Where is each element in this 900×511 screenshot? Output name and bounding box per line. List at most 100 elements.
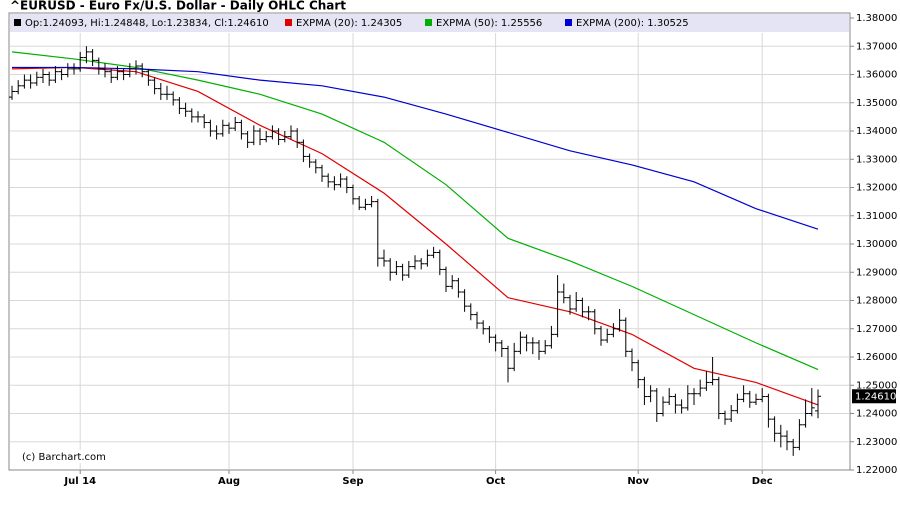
y-tick-label: 1.28000 [856,296,897,307]
ohlc-bar [684,385,691,411]
ohlc-bar [703,371,710,391]
x-tick-label: Oct [486,476,505,487]
ohlc-bar [312,159,319,174]
ohlc-bar [777,424,784,448]
y-tick-label: 1.23000 [856,437,897,448]
y-tick-label: 1.33000 [856,154,897,165]
y-tick-label: 1.38000 [856,13,897,24]
ohlc-bar [548,325,555,349]
ohlc-bar [145,68,152,86]
ohlc-bar [120,68,127,81]
ohlc-bar [176,97,183,115]
ohlc-bar [771,416,778,442]
ohlc-bar [275,128,282,146]
ohlc-bar [790,438,797,456]
ema-line [11,66,819,406]
ohlc-bar [629,348,635,372]
ohlc-bar [480,320,487,335]
ohlc-bar [232,116,239,131]
ohlc-bar [517,331,524,355]
ohlc-bar [182,102,189,117]
y-tick-label: 1.31000 [856,211,897,222]
ohlc-bar [573,292,580,312]
ohlc-bar [300,139,307,163]
ohlc-bar [808,388,815,417]
ohlc-bar [269,125,276,140]
y-tick-label: 1.24000 [856,409,897,420]
ohlc-bar [381,249,387,267]
ohlc-bar [244,131,251,148]
ohlc-bar [213,125,220,140]
x-tick-label: Sep [342,476,363,487]
ohlc-bar [250,125,257,146]
x-tick-label: Dec [752,476,773,487]
ohlc-bar [108,68,115,83]
ohlc-bar [114,66,121,81]
ohlc-bar [151,77,158,95]
last-price-label: 1.24610 [855,391,896,402]
ohlc-bar [58,68,65,81]
ohlc-bar [77,51,84,72]
ohlc-bar [219,119,226,137]
x-tick-label: Aug [218,476,240,487]
last-price-box [852,389,896,404]
y-tick-label: 1.34000 [856,126,897,137]
ohlc-bar [226,122,232,134]
ohlc-bar [697,379,704,397]
ohlc-bar [715,376,722,420]
ohlc-bar [71,63,77,75]
ohlc-bar [536,340,542,360]
ohlc-bar [393,260,400,276]
ohlc-bar [604,328,611,343]
legend-label: EXPMA (20): 1.24305 [296,18,402,29]
ohlc-bar [461,289,468,312]
ohlc-bar [529,337,536,355]
y-tick-label: 1.27000 [856,324,897,335]
ohlc-bar [164,85,170,100]
ohlc-bar [722,410,728,425]
ohlc-bar [579,297,586,318]
y-tick-label: 1.36000 [856,70,897,81]
ohlc-bar [27,74,34,89]
ohlc-bar [319,164,325,182]
ohlc-bar [405,260,412,278]
ohlc-bar [15,80,22,95]
ohlc-bar [350,184,356,205]
ohlc-bar [424,249,431,267]
copyright: (c) Barchart.com [22,452,106,463]
ohlc-bar [567,294,573,315]
ohlc-bar [436,249,443,276]
copyright-box [20,450,106,463]
ohlc-bar [641,376,648,406]
legend-swatch [425,19,432,26]
legend-swatch [285,19,292,26]
ohlc-bar [195,111,201,123]
ohlc-bar [560,283,567,304]
ohlc-bar [746,390,753,408]
ohlc-bar [542,340,549,355]
ohlc-bar [157,82,164,100]
plot-frame [8,12,851,471]
legend-label: EXPMA (200): 1.30525 [576,18,689,29]
legend-label: Op:1.24093, Hi:1.24848, Lo:1.23834, Cl:1… [25,18,269,29]
ohlc-bar [89,49,96,67]
ohlc-bar [412,255,418,270]
ohlc-bar [83,46,90,64]
ohlc-bar [610,323,617,338]
y-tick-label: 1.32000 [856,183,897,194]
ohlc-bar [430,246,437,259]
ohlc-bar [666,388,673,406]
ohlc-bar [802,399,809,428]
ohlc-bar [486,325,493,343]
ohlc-bar [102,63,108,78]
ohlc-bar [585,306,592,321]
ohlc-bar [455,277,462,298]
y-tick-label: 1.26000 [856,352,897,363]
ohlc-bar [281,131,288,143]
ohlc-bar [728,405,735,422]
ohlc-bar [474,311,480,329]
ohlc-bar [188,108,195,123]
y-tick-label: 1.35000 [856,98,897,109]
ohlc-bar [498,340,505,357]
ohlc-bar [331,176,338,191]
